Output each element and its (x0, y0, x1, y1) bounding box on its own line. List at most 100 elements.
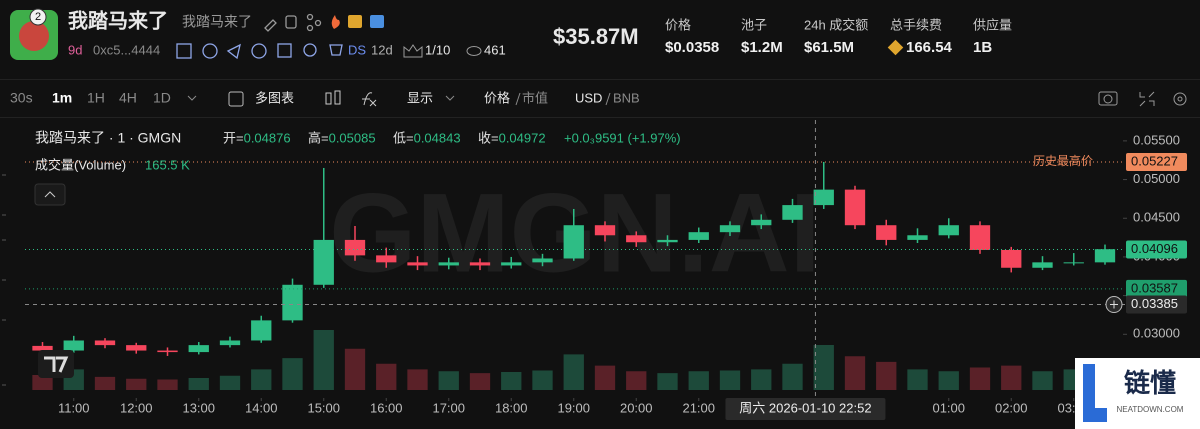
candle-body (188, 345, 209, 353)
header-icons[interactable] (264, 13, 322, 32)
volume-bar (1032, 371, 1053, 390)
crosshair-time: 周六 2026-01-10 22:52 (739, 400, 871, 415)
candle-body (1063, 262, 1084, 264)
volume-bar (657, 373, 678, 390)
volume-label: 成交量(Volume) (35, 157, 126, 172)
ds-age: 12d (371, 42, 393, 57)
price-mode[interactable]: 价格 (484, 90, 510, 105)
display-menu[interactable]: 显示 (407, 90, 433, 105)
x-tick-label: 19:00 (557, 400, 590, 415)
volume-bar (438, 371, 459, 390)
collapse-button[interactable] (34, 183, 66, 206)
candle-body (938, 225, 959, 236)
volume-bar (32, 375, 53, 390)
y-tick-label: 0.04500 (1133, 210, 1180, 225)
volume-bar (94, 376, 116, 390)
x-tick-label: 01:00 (932, 400, 965, 415)
candle-body (501, 262, 522, 266)
volume-bar (876, 361, 897, 390)
x-tick-label: 02:00 (995, 400, 1028, 415)
badge (29, 8, 47, 26)
candle-body (313, 239, 334, 285)
stat-value: $0.0358 (665, 39, 719, 56)
checkbox[interactable] (228, 91, 244, 107)
ohlc-label: 低= (393, 130, 414, 145)
alt-currency[interactable]: BNB (613, 90, 640, 105)
plot: 0.030000.035000.040000.045000.050000.055… (25, 120, 1187, 420)
ohlc-label: 收= (478, 130, 499, 145)
volume-bar (501, 372, 522, 390)
volume-bar (938, 371, 959, 390)
collapse-icon (44, 191, 56, 198)
ohlc-legend: 开= 0.04876 高= 0.05085 低= 0.04843 收= 0.04972 (223, 130, 546, 145)
volume-bar (532, 370, 553, 390)
volume-bar (376, 363, 397, 390)
candle-body (63, 340, 84, 351)
site-logo-mark (1083, 364, 1107, 422)
legend-symbol: 我踏马来了 · 1 · GMGN (35, 130, 181, 146)
candle-body (219, 340, 241, 346)
multi-chart[interactable]: 多图表 (255, 90, 294, 105)
stat-value: $1.2M (741, 39, 783, 56)
volume-bar (219, 375, 241, 390)
currency[interactable]: USD (575, 90, 602, 105)
candle-body (719, 225, 741, 233)
separator (605, 92, 611, 106)
link-icons[interactable] (176, 43, 343, 60)
verified-icon (370, 15, 384, 28)
interval-tab[interactable]: 1H (87, 90, 105, 106)
divider (0, 117, 1200, 118)
volume-bar (469, 373, 491, 390)
volume-bar (344, 348, 366, 390)
stat-label: 总手续费 (890, 17, 942, 32)
interval-tab[interactable]: 4H (119, 90, 137, 106)
price-label-box (1126, 240, 1187, 259)
stat-value: 166.54 (906, 39, 953, 56)
candle-body (751, 219, 772, 226)
candle-body (876, 225, 897, 240)
badge-count: 2 (35, 11, 41, 23)
y-tick-label: 0.03000 (1133, 326, 1180, 341)
volume-bar (719, 370, 741, 390)
volume-bar (626, 371, 647, 390)
volume-bar (594, 365, 616, 390)
right-tools[interactable] (1098, 91, 1187, 107)
drawing-tools[interactable] (2, 174, 6, 386)
legend-change: +0.0₃9591 (+1.97%) (564, 130, 681, 145)
token-address[interactable]: 0xc5...4444 (93, 42, 160, 57)
chart-tools[interactable] (325, 90, 377, 107)
interval-tab[interactable]: 30s (10, 90, 33, 106)
divider (0, 79, 1200, 80)
token-name: 我踏马来了 (68, 8, 168, 32)
interval-tab[interactable]: 1D (153, 90, 171, 106)
candle-body (94, 340, 116, 346)
mcap-mode[interactable]: 市值 (522, 90, 548, 105)
x-tick-label: 18:00 (495, 400, 528, 415)
candle-body (782, 205, 803, 220)
chevron[interactable] (187, 95, 197, 101)
volume-bar (563, 354, 584, 390)
avatar-art (19, 21, 49, 51)
stat-label: 池子 (741, 17, 767, 32)
crosshair-price: 0.03385 (1131, 296, 1178, 311)
candle-body (1032, 262, 1053, 268)
interval-tab[interactable]: 1m (52, 90, 72, 106)
volume-bar (782, 363, 803, 390)
candle-body (907, 235, 928, 240)
chevron[interactable] (445, 95, 455, 101)
token-alias: 我踏马来了 (182, 14, 252, 30)
price-line-note: 历史最高价 (1033, 153, 1093, 168)
ohlc-label: 高= (308, 130, 329, 145)
price-label: 0.03587 (1131, 280, 1178, 295)
tv-logo (38, 350, 74, 378)
ds-label: DS (348, 42, 366, 57)
volume-bar (844, 356, 866, 390)
separator (515, 92, 521, 106)
x-tick-label: 15:00 (307, 400, 340, 415)
ohlc-value: 0.04876 (244, 130, 291, 145)
views-icon (466, 46, 482, 56)
candle-body (469, 262, 491, 266)
ohlc-label: 开= (223, 130, 244, 145)
